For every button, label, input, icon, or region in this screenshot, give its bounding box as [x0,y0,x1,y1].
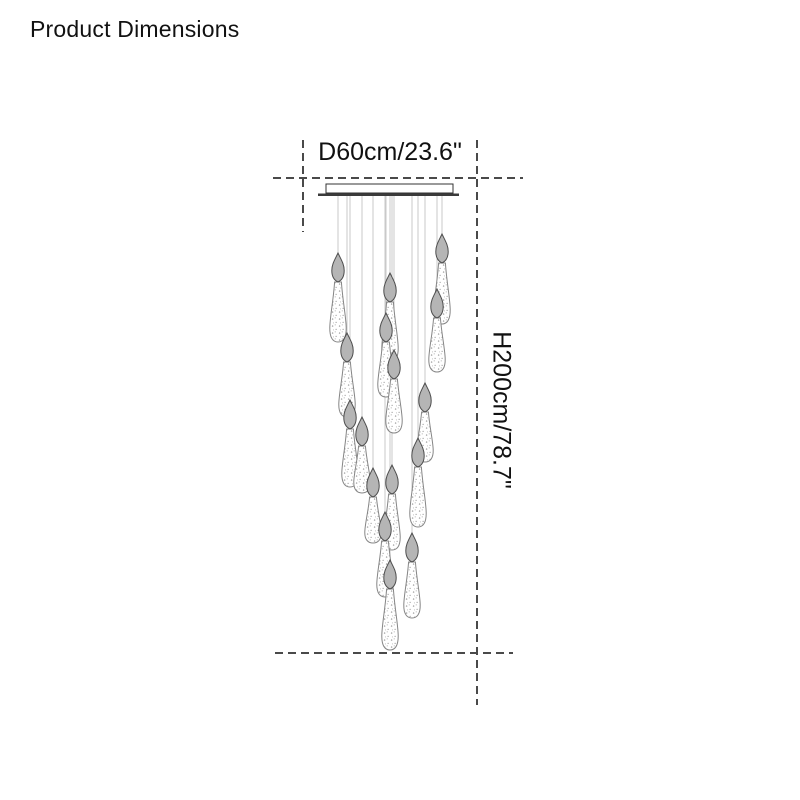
crystal-pendant [403,531,421,619]
glass-drop [329,281,347,343]
crystal-tip [366,466,380,498]
crystal-tip [340,331,354,363]
crystal-tip [418,381,432,413]
crystal-pendant [364,466,382,544]
glass-drop [364,496,382,544]
crystal-pendant [381,558,399,651]
glass-drop [409,466,427,528]
crystal-pendant [338,331,356,418]
crystal-tip [379,311,393,343]
crystal-pendant [329,251,347,343]
crystal-pendant [409,436,427,528]
page-title: Product Dimensions [30,16,240,42]
crystal-tip [383,271,397,303]
crystal-pendant [341,398,359,488]
crystal-tip [435,232,449,264]
glass-drop [385,378,403,434]
crystal-tip [387,348,401,380]
diameter-dimension-label: D60cm/23.6" [318,138,462,166]
crystal-tip [411,436,425,468]
glass-drop [353,445,371,494]
crystal-tip [383,558,397,590]
glass-drop [381,588,399,651]
crystal-tip [378,510,392,542]
crystal-tip [331,251,345,283]
crystal-pendant [428,287,446,373]
crystal-tip [430,287,444,319]
crystal-tip [405,531,419,563]
crystal-pendant [353,415,371,494]
crystal-tip [355,415,369,447]
canopy [318,183,459,196]
glass-drop [403,561,421,619]
crystal-tip [385,463,399,495]
crystal-pendant [385,348,403,434]
glass-drop [428,317,446,373]
crystal-tip [343,398,357,430]
